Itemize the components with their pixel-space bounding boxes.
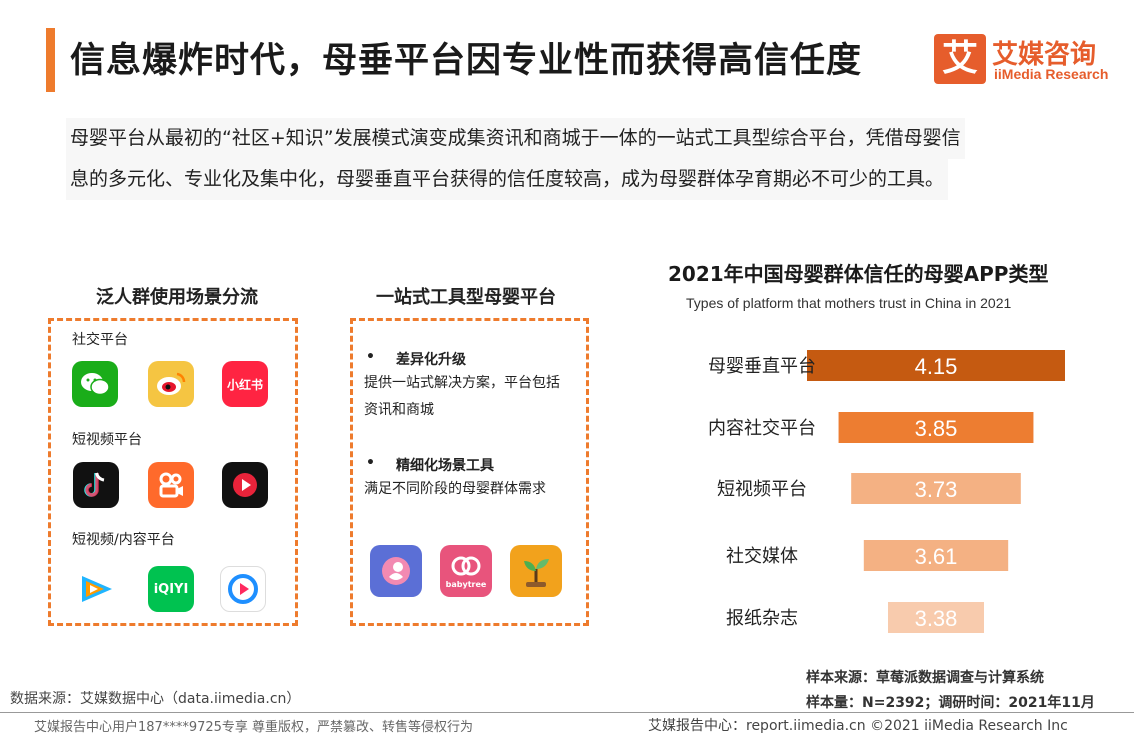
baby-app-icon <box>370 545 422 597</box>
intro-paragraph: 母婴平台从最初的“社区+知识”发展模式演变成集资讯和商城于一体的一站式工具型综合… <box>66 118 1106 200</box>
babytree-icon: babytree <box>440 545 492 597</box>
bullet-1-text-1: 提供一站式解决方案，平台包括 <box>364 375 560 391</box>
category-label-4: 报纸杂志 <box>726 608 798 629</box>
bullet-1-title: 差异化升级 <box>396 352 466 368</box>
bar-4 <box>888 602 984 633</box>
chart-subtitle: Types of platform that mothers trust in … <box>686 295 1012 311</box>
bar-3 <box>863 540 1009 571</box>
bullet-1-text-2: 资讯和商城 <box>364 402 434 418</box>
section-label-short-video: 短视频平台 <box>72 432 142 448</box>
tencent-video-icon <box>73 566 119 612</box>
logo-cn-text: 艾媒咨询 <box>992 40 1097 70</box>
bar-2 <box>851 473 1021 504</box>
bar-value-label-1: 3.85 <box>915 416 958 441</box>
bullet-2-title: 精细化场景工具 <box>396 458 494 474</box>
bar-value-label-0: 4.15 <box>915 354 958 379</box>
bar-chart: 4.15 母婴垂直平台 3.85 内容社交平台 3.73 短视频平台 3.61 社交媒体 3.3… <box>708 350 1065 633</box>
chart-title: 2021年中国母婴群体信任的母婴APP类型 <box>668 262 1049 286</box>
intro-line-2: 息的多元化、专业化及集中化，母婴垂直平台获得的信任度较高，成为母婴群体孕育期必不… <box>66 159 949 200</box>
bar-value-label-2: 3.73 <box>915 477 958 502</box>
intro-line-1: 母婴平台从最初的“社区+知识”发展模式演变成集资讯和商城于一体的一站式工具型综合… <box>66 118 965 159</box>
bullet-2-marker: • <box>366 455 375 471</box>
category-label-3: 社交媒体 <box>726 546 798 567</box>
bullet-1-marker: • <box>366 349 375 365</box>
wechat-icon <box>72 361 118 407</box>
iqiyi-icon: iQIYI <box>148 566 194 612</box>
category-label-1: 内容社交平台 <box>708 418 816 439</box>
kuaishou-icon <box>148 462 194 508</box>
section-label-social: 社交平台 <box>72 332 128 348</box>
footer-report-site: 艾媒报告中心：report.iimedia.cn ©2021 iiMedia R… <box>648 718 1068 734</box>
bar-0 <box>807 350 1065 381</box>
babytree-label: babytree <box>445 579 487 589</box>
bar-value-label-4: 3.38 <box>915 606 958 631</box>
category-label-2: 短视频平台 <box>717 479 807 500</box>
middle-panel-title: 一站式工具型母婴平台 <box>376 287 556 308</box>
douyin-icon <box>73 462 119 508</box>
left-panel-title: 泛人群使用场景分流 <box>96 287 258 308</box>
title-accent-bar <box>46 28 55 92</box>
bar-1 <box>838 412 1034 443</box>
sprout-icon <box>510 545 562 597</box>
data-source: 数据来源：艾媒数据中心（data.iimedia.cn） <box>10 691 301 707</box>
left-panel-box <box>48 318 298 626</box>
page-title: 信息爆炸时代，母垂平台因专业性而获得高信任度 <box>70 41 863 81</box>
sample-source: 样本来源：草莓派数据调查与计算系统 <box>806 670 1044 686</box>
category-label-0: 母婴垂直平台 <box>708 356 816 377</box>
logo-en-text: iiMedia Research <box>994 66 1109 82</box>
bar-value-label-3: 3.61 <box>915 544 958 569</box>
footer-divider <box>0 712 1134 713</box>
iimedia-logo-icon: 艾 <box>934 34 986 84</box>
xiaohongshu-icon: 小红书 <box>222 361 268 407</box>
bullet-2-text-1: 满足不同阶段的母婴群体需求 <box>364 481 546 497</box>
footer-copyright: 艾媒报告中心用户187****9725专享 尊重版权，严禁篡改、转售等侵权行为 <box>34 720 474 735</box>
weibo-icon <box>148 361 194 407</box>
section-label-content: 短视频/内容平台 <box>72 532 175 548</box>
sample-size: 样本量：N=2392；调研时间：2021年11月 <box>806 695 1095 711</box>
youku-icon <box>220 566 266 612</box>
video-play-icon <box>222 462 268 508</box>
middle-panel-box <box>350 318 589 626</box>
